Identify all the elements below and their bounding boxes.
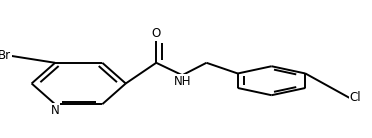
Text: O: O [152, 27, 161, 40]
Text: N: N [51, 104, 60, 117]
Text: NH: NH [173, 75, 191, 88]
Text: Br: Br [0, 49, 11, 62]
Text: Cl: Cl [350, 91, 361, 104]
